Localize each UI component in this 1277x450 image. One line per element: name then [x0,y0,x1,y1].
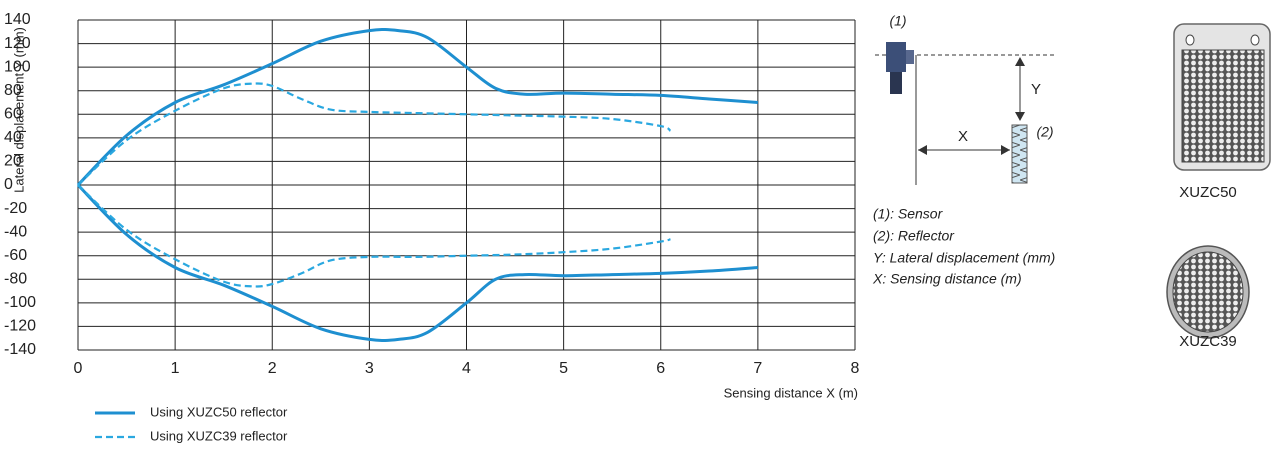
x-tick-label: 2 [268,360,277,377]
x-tick-label: 4 [462,360,471,377]
y-tag: Y [1031,81,1041,98]
y-tick-label: -120 [4,318,36,335]
note: Y: Lateral displacement (mm) [873,250,1055,266]
y-tick-label: 80 [4,82,22,99]
legend-label: Using XUZC39 reflector [150,428,288,443]
y-tick-label: 60 [4,106,22,123]
y-tick-label: 40 [4,129,22,146]
x-axis-label: Sensing distance X (m) [724,385,858,400]
y-tick-label: 0 [4,176,13,193]
series-line [76,28,758,187]
y-tick-label: 20 [4,153,22,170]
xuzc50-face [1181,49,1265,163]
y-tick-label: -80 [4,271,27,288]
y-tick-label: 120 [4,35,31,52]
products: XUZC50 XUZC39 [1166,23,1271,350]
y-tick-label: 100 [4,58,31,75]
sensor [886,42,906,72]
y-tick-label: -40 [4,223,27,240]
sensor-lens [906,50,914,64]
reflector [1011,124,1028,184]
note: X: Sensing distance (m) [872,271,1022,287]
hole [1185,34,1195,46]
x-tick-label: 3 [365,360,374,377]
product-label: XUZC39 [1179,333,1237,350]
y-axis-label: Lateral displacement Y (mm) [11,27,26,193]
x-tick-label: 5 [559,360,568,377]
y-tick-label: -60 [4,247,27,264]
y-tick-label: -20 [4,200,27,217]
x-tag: X [958,128,968,145]
y-tick-label: 140 [4,11,31,28]
y-tick-label: -140 [4,341,36,358]
product-label: XUZC50 [1179,184,1237,201]
sensor-base [890,72,902,94]
series-line [77,184,671,288]
legend-label: Using XUZC50 reflector [150,404,288,419]
reflector-tag: (2) [1036,124,1053,140]
hole [1250,34,1260,46]
diagram: (1) (2) Y X (1): Sensor (2): Reflector Y… [872,13,1055,287]
series-line [77,82,672,186]
sensor-tag: (1) [889,13,906,29]
x-tick-label: 7 [753,360,762,377]
xuzc39-face [1172,251,1244,333]
x-tick-label: 0 [74,360,83,377]
series-line [76,183,758,342]
x-tick-label: 6 [656,360,665,377]
note: (2): Reflector [873,228,955,244]
note: (1): Sensor [873,206,944,222]
y-tick-label: -100 [4,294,36,311]
x-tick-label: 1 [171,360,180,377]
x-tick-label: 8 [851,360,860,377]
